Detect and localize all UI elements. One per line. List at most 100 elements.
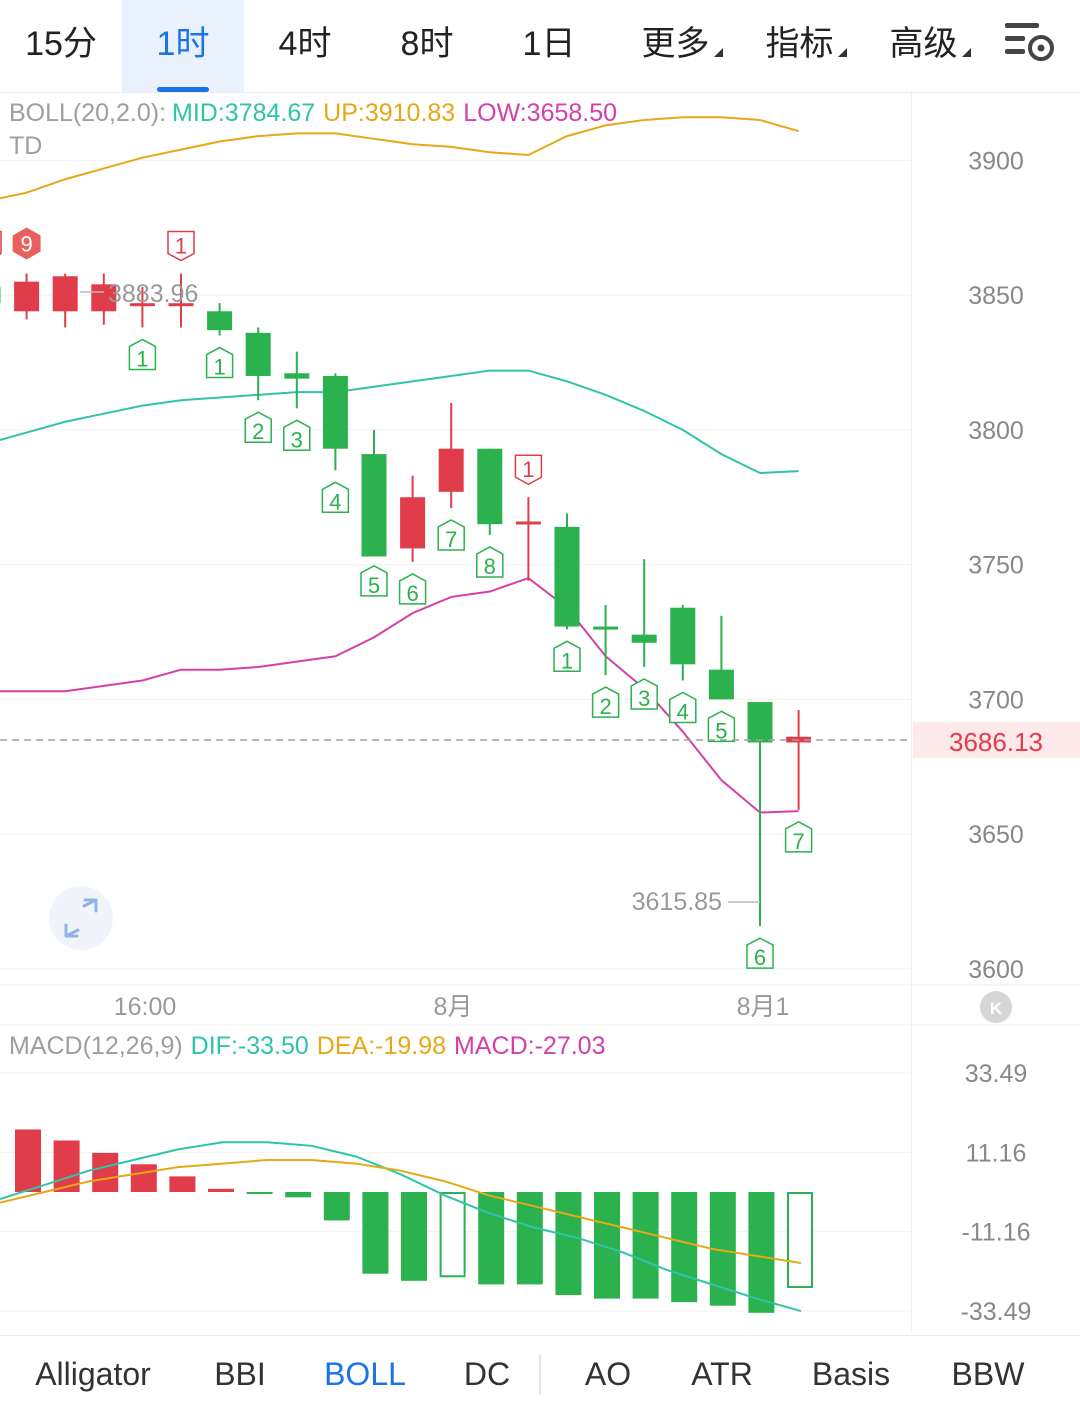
candle-body [593, 626, 619, 630]
boll-low: LOW:3658.50 [463, 99, 617, 127]
boll-upper-line [0, 116, 799, 200]
macd-bar [362, 1192, 389, 1274]
price-grid [0, 159, 912, 970]
macd-bar [787, 1192, 813, 1289]
td-count-label: 2 [599, 694, 611, 719]
macd-bar [285, 1192, 312, 1198]
td-count-marker [205, 346, 234, 379]
td-count-marker [746, 937, 774, 969]
macd-dea-line [0, 1159, 802, 1264]
td-count-marker [283, 419, 311, 452]
indicator-tab-boll[interactable]: BOLL [324, 1356, 406, 1392]
macd-bar [401, 1192, 427, 1281]
high-price-label: 3883.96 [108, 280, 198, 308]
candle-body [91, 284, 117, 312]
indicator-tab-dc[interactable]: DC [463, 1356, 511, 1392]
indicator-tab-bbw[interactable]: BBW [951, 1356, 1025, 1392]
macd-bar [208, 1188, 234, 1192]
td-count-marker [167, 230, 195, 262]
candle-body [361, 454, 387, 557]
macd-axis-label: 11.16 [966, 1139, 1027, 1167]
dropdown-triangle-icon [961, 48, 971, 57]
macd-dif: DIF:-33.50 [191, 1032, 309, 1060]
time-label-2: 8月 [434, 993, 473, 1021]
candle-body [245, 332, 271, 376]
macd-bar [555, 1192, 582, 1296]
tab-1d[interactable]: 1日 [522, 25, 576, 63]
td-count-label: 8 [484, 554, 496, 579]
td-count-marker [0, 230, 2, 255]
candle-body [0, 287, 1, 304]
candle-body [438, 448, 464, 492]
td-count-label: 2 [252, 419, 264, 444]
chart-settings-icon[interactable] [1000, 18, 1058, 70]
macd-bar [15, 1129, 41, 1192]
macd-lines [0, 1141, 802, 1312]
current-price-tag [913, 722, 1080, 758]
tab-8h[interactable]: 8时 [400, 25, 454, 63]
td-count-marker [128, 338, 157, 371]
bollinger-bands [0, 116, 799, 814]
candle-body [670, 607, 696, 665]
price-axis-label: 3750 [968, 552, 1024, 580]
td-count-marker [398, 573, 427, 605]
td-count-marker [437, 519, 465, 551]
candle-body [168, 303, 194, 307]
td-label: TD [9, 132, 42, 160]
macd-bar [53, 1140, 80, 1192]
macd-bar [169, 1176, 196, 1192]
td-count-marker [591, 686, 620, 718]
more-dropdown[interactable]: 更多 [620, 0, 744, 92]
indicators-dropdown[interactable]: 指标 [744, 0, 868, 92]
td-count-label: 3 [638, 686, 650, 711]
candlesticks [0, 273, 812, 927]
indicator-tab-ao[interactable]: AO [584, 1356, 632, 1392]
price-axis-label: 3600 [968, 956, 1024, 984]
candle-body [322, 375, 348, 449]
scroll-to-latest-icon[interactable]: K [980, 991, 1012, 1023]
price-axis: 3900 3850 3800 3750 3700 3650 3600 [968, 147, 1024, 983]
indicator-tab-atr[interactable]: ATR [691, 1356, 753, 1392]
candle-body [708, 669, 734, 700]
td-count-label: 7 [792, 829, 804, 854]
macd-name: MACD(12,26,9) [9, 1032, 183, 1060]
td-count-label: 1 [136, 346, 148, 371]
expand-chart-icon[interactable] [49, 886, 113, 950]
tab-4h[interactable]: 4时 [278, 25, 332, 63]
td-count-label: 5 [368, 573, 380, 598]
price-axis-label: 3900 [968, 147, 1024, 175]
td-count-marker [321, 481, 350, 514]
chart-area[interactable]: 89111234567811234567 3900385038003750370… [0, 93, 1080, 1333]
macd-bar [748, 1192, 775, 1313]
td-count-label: 6 [754, 945, 766, 970]
macd-bar [632, 1192, 659, 1299]
indicator-tab-bbi[interactable]: BBI [214, 1356, 266, 1392]
advanced-dropdown[interactable]: 高级 [868, 0, 992, 92]
indicator-tab-alligator[interactable]: Alligator [35, 1356, 151, 1392]
macd-bar [671, 1192, 698, 1303]
tab-1h[interactable]: 1时 [122, 0, 244, 92]
indicator-divider [539, 1354, 541, 1394]
td-count-marker [630, 678, 658, 710]
price-axis-label: 3800 [968, 417, 1024, 445]
macd-bar [323, 1192, 350, 1221]
td-count-label: 1 [213, 355, 225, 380]
candle-body [747, 702, 773, 743]
td-count-marker [553, 640, 581, 673]
indicator-tab-basis[interactable]: Basis [811, 1356, 891, 1392]
tab-15m[interactable]: 15分 [25, 25, 97, 63]
td-sequential-markers: 89111234567811234567 [0, 227, 813, 970]
td-count-marker [360, 564, 388, 597]
candle-body [284, 373, 310, 379]
price-axis-label: 3850 [968, 282, 1024, 310]
candle-body [477, 448, 503, 525]
macd-axis: 33.49 11.16 -11.16 -33.49 [961, 1060, 1032, 1326]
macd-bar [246, 1192, 273, 1194]
td-nine-badge [12, 227, 41, 260]
candle-body [207, 311, 233, 331]
macd-dea: DEA:-19.98 [317, 1032, 446, 1060]
td-count-marker [707, 710, 736, 743]
td-count-label: 1 [175, 234, 187, 259]
td-count-label: 9 [20, 232, 32, 257]
macd-bar [92, 1152, 119, 1192]
